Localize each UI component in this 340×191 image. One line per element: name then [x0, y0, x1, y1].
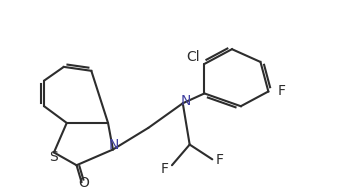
- Text: F: F: [161, 162, 169, 176]
- Text: N: N: [109, 138, 119, 152]
- Text: F: F: [215, 153, 223, 167]
- Text: S: S: [50, 150, 58, 164]
- Text: Cl: Cl: [186, 50, 200, 64]
- Text: N: N: [181, 94, 191, 108]
- Text: F: F: [277, 84, 285, 99]
- Text: O: O: [78, 176, 89, 190]
